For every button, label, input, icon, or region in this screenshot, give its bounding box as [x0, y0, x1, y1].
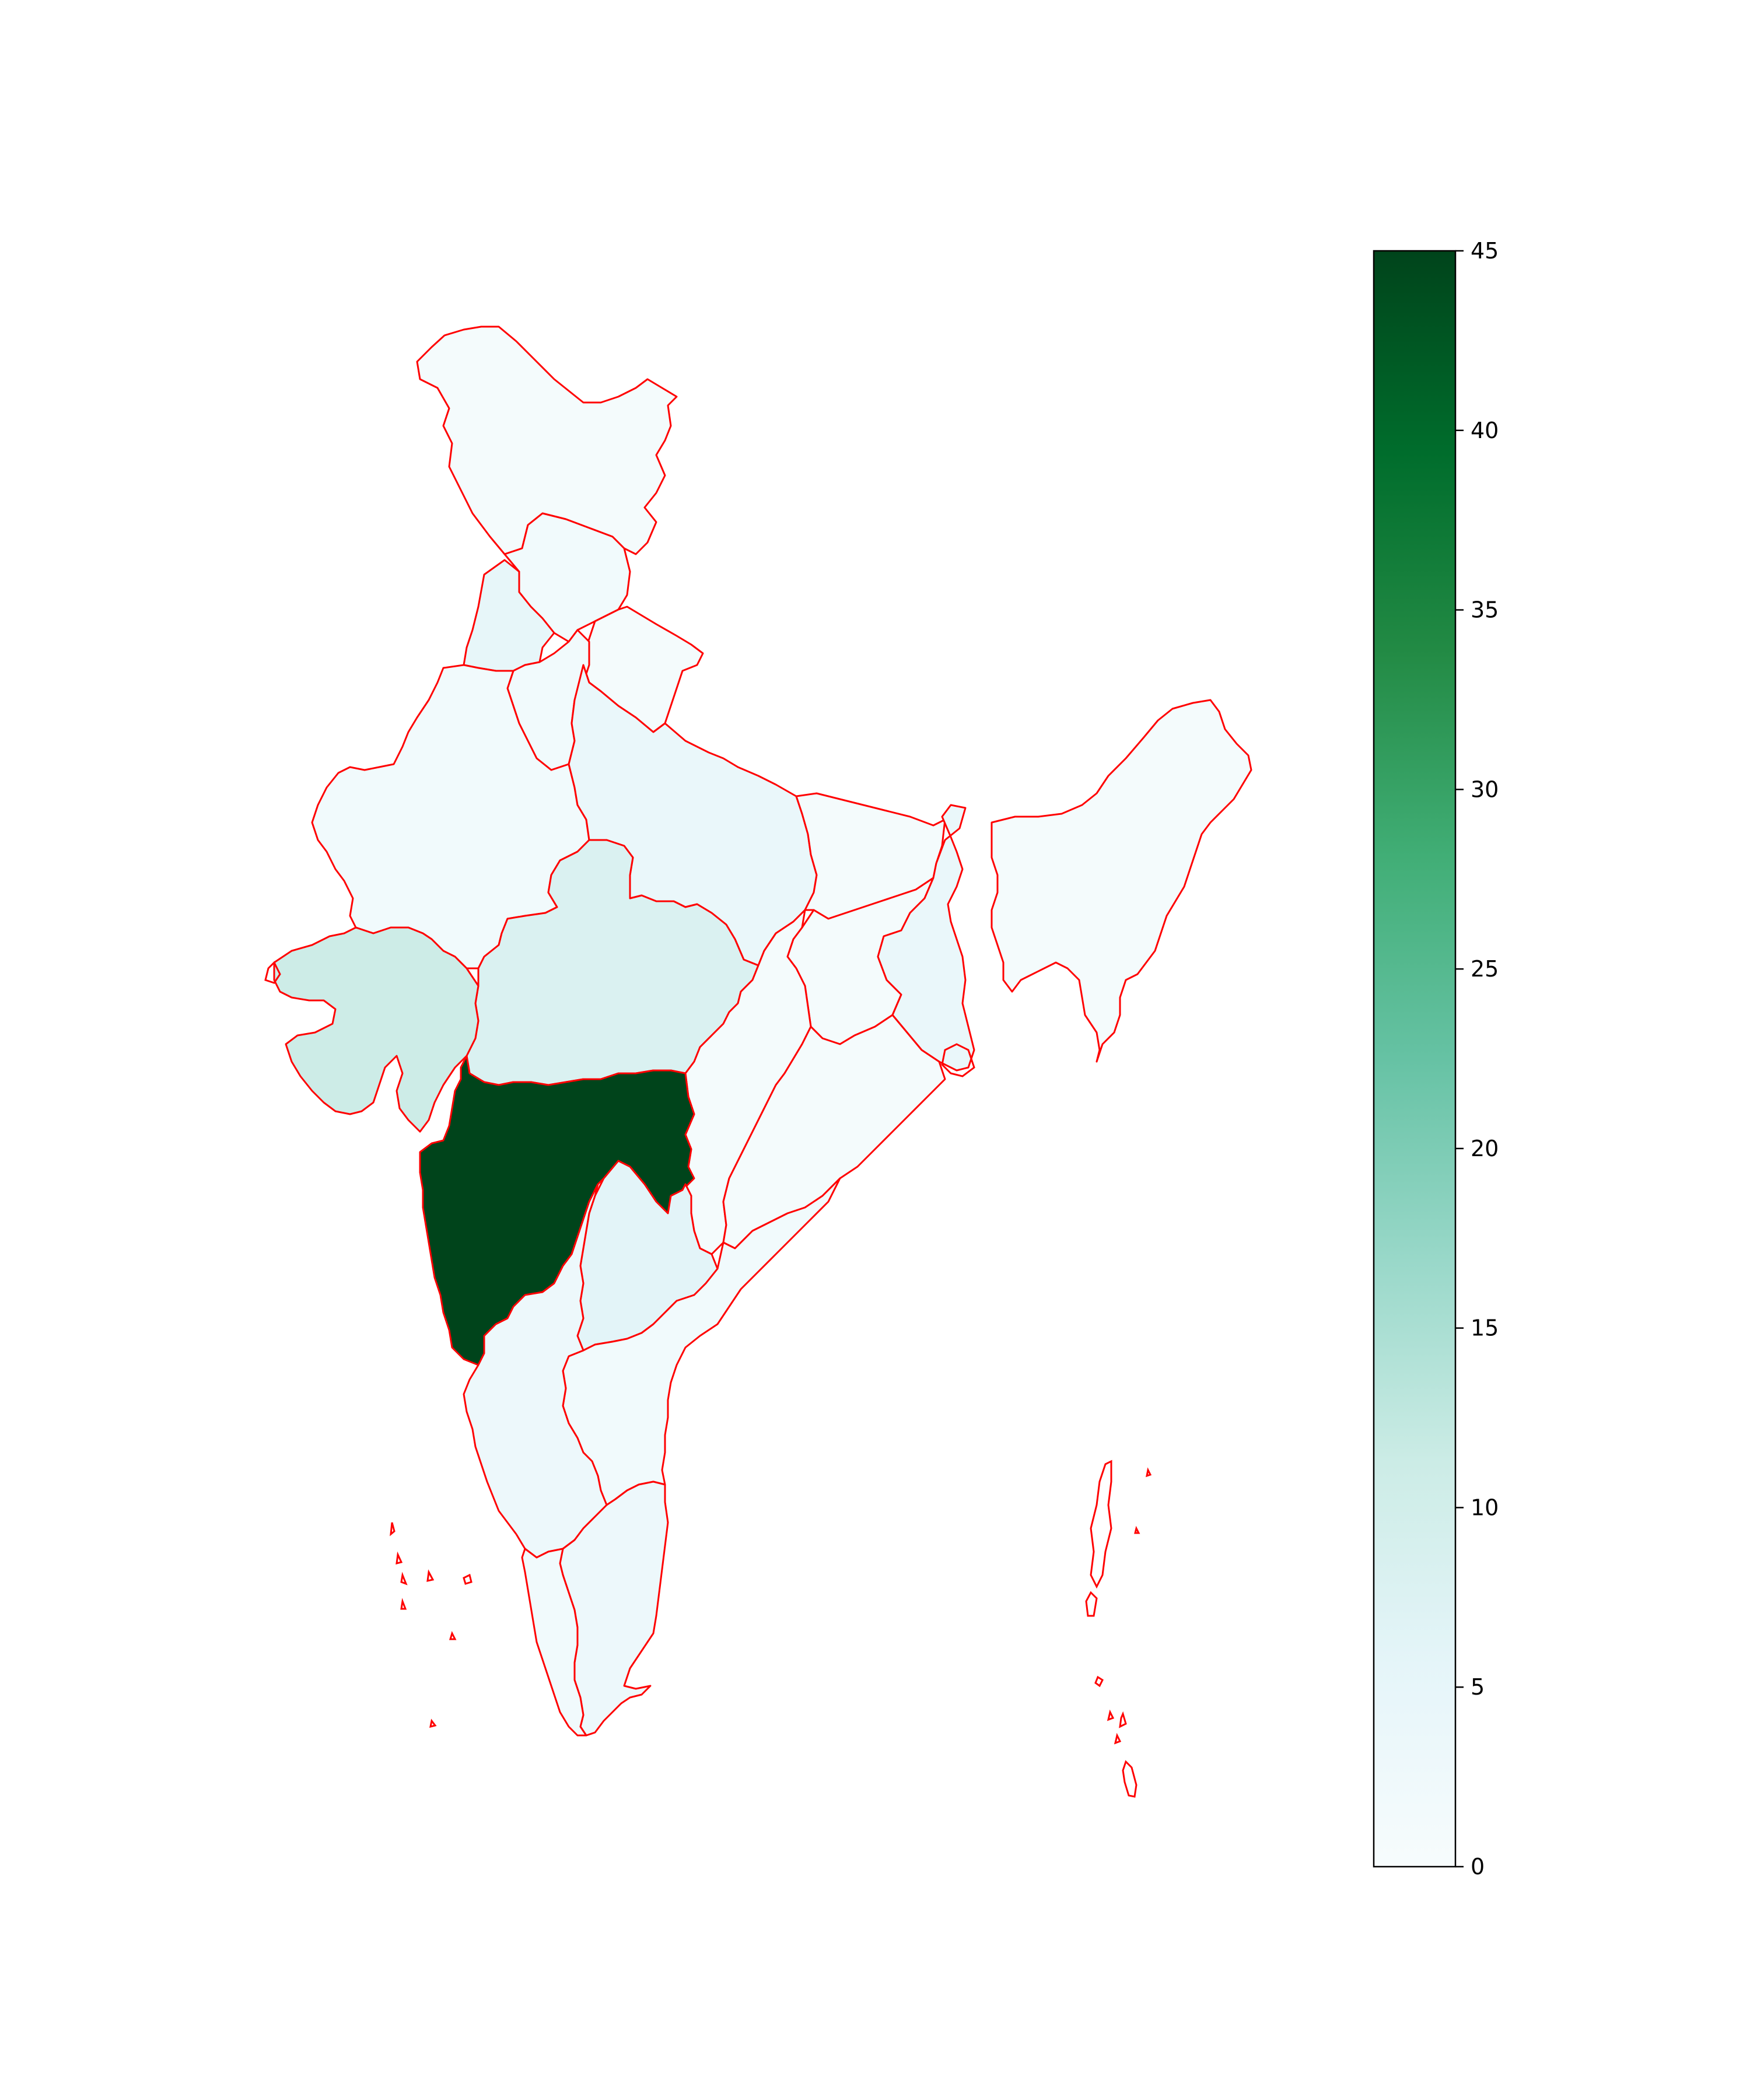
region-karnataka	[463, 1183, 608, 1559]
colorbar-tick-label: 40	[1471, 418, 1499, 443]
colorbar-tick-label: 10	[1471, 1494, 1499, 1520]
island-lakshadweep-2	[396, 1551, 403, 1564]
island-great-nicobar	[1122, 1760, 1138, 1798]
island-lakshadweep-5	[463, 1573, 473, 1585]
colorbar-tick-label: 5	[1471, 1674, 1485, 1700]
region-gujarat	[273, 926, 480, 1133]
island-outlines	[264, 961, 1152, 1798]
colorbar-tick-label: 20	[1471, 1136, 1499, 1161]
colorbar-tick-label: 45	[1471, 238, 1499, 264]
island-andaman-south	[1085, 1591, 1098, 1617]
colorbar-tick-label: 30	[1471, 776, 1499, 802]
island-lakshadweep-4	[426, 1569, 435, 1582]
island-andaman-east-2	[1134, 1525, 1140, 1534]
colorbar-frame	[1373, 250, 1457, 1868]
island-lakshadweep-3	[400, 1572, 408, 1586]
region-northeast	[991, 699, 1252, 1063]
island-andaman-north	[1090, 1460, 1112, 1589]
island-lakshadweep-7	[449, 1630, 457, 1640]
colorbar-tick-label: 15	[1471, 1315, 1499, 1341]
colorbar-tick-label: 25	[1471, 956, 1499, 982]
island-kutch-coast	[264, 961, 281, 984]
region-kerala	[521, 1548, 587, 1737]
colorbar-ticks: 0 5 10 15 20 25 30 35 40 45	[1455, 238, 1499, 1880]
india-state-map	[273, 326, 1252, 1737]
colorbar: 0 5 10 15 20 25 30 35 40 45	[1373, 238, 1499, 1880]
island-nicobar-4	[1114, 1732, 1122, 1745]
island-andaman-east-1	[1146, 1467, 1152, 1478]
island-sundarbans	[941, 1043, 975, 1077]
island-lakshadweep-8	[429, 1718, 437, 1728]
region-north-kashmir	[416, 326, 678, 555]
colorbar-gradient	[1374, 251, 1455, 1867]
island-nicobar-2	[1107, 1709, 1115, 1721]
colorbar-tick-label: 35	[1471, 597, 1499, 623]
island-lakshadweep-6	[400, 1598, 407, 1610]
island-nicobar-3	[1119, 1711, 1127, 1728]
island-nicobar-1	[1094, 1675, 1104, 1688]
island-lakshadweep-1	[390, 1522, 396, 1536]
colorbar-tick-label: 0	[1471, 1854, 1485, 1880]
